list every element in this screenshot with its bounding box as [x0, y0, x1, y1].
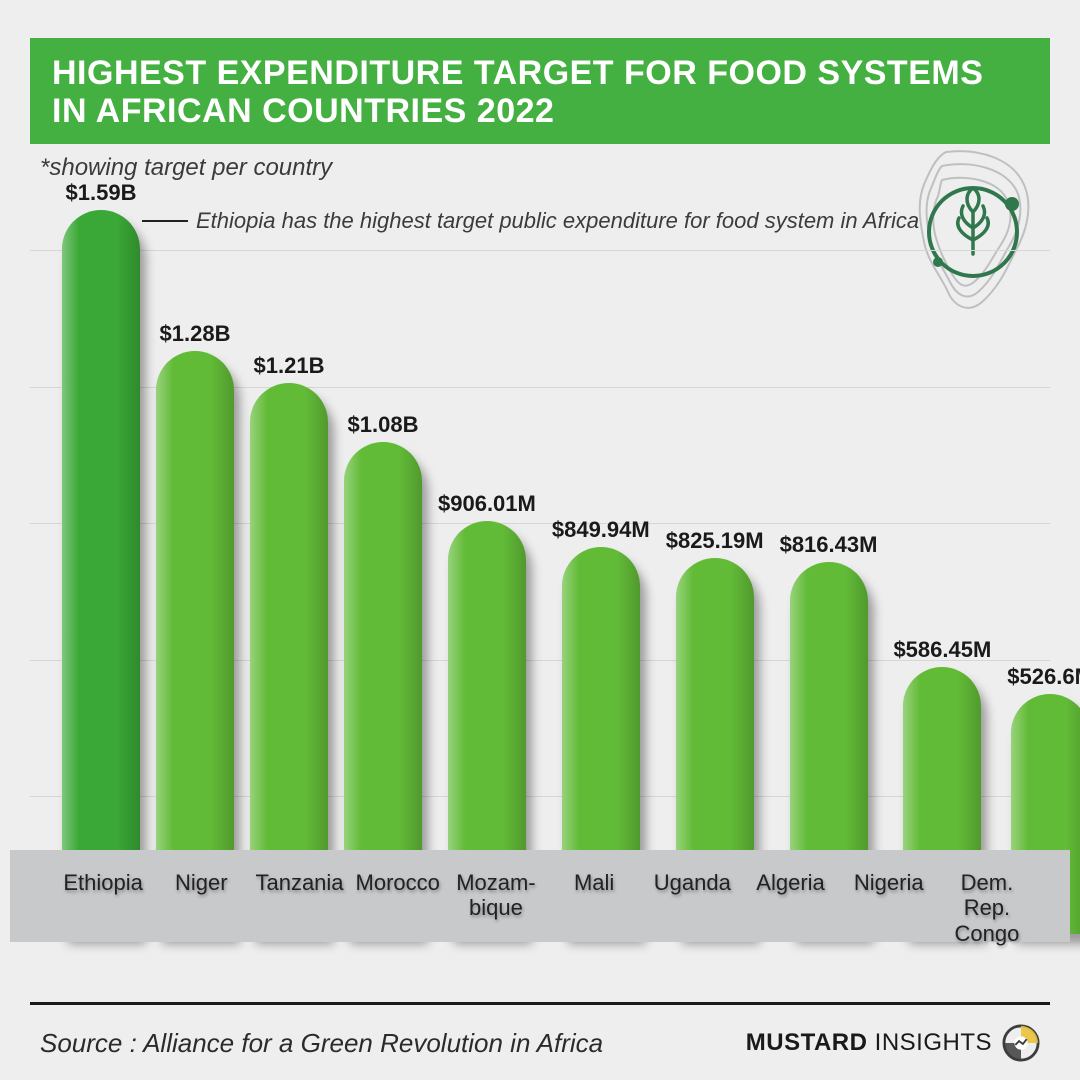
bars-container: $1.59B$1.28B$1.21B$1.08B$906.01M$849.94M… — [30, 210, 1050, 934]
brand-strong: MUSTARD — [746, 1029, 868, 1056]
x-axis-label: Tanzania — [250, 856, 348, 942]
value-label: $1.59B — [66, 180, 137, 206]
annotation-text: Ethiopia has the highest target public e… — [196, 208, 919, 234]
bar-group: $1.21B — [250, 353, 328, 934]
value-label: $816.43M — [780, 532, 878, 558]
bar-chart: $1.59B$1.28B$1.21B$1.08B$906.01M$849.94M… — [30, 210, 1050, 934]
source-label: Source : Alliance for a Green Revolution… — [40, 1028, 603, 1059]
title-bar: HIGHEST EXPENDITURE TARGET FOR FOOD SYST… — [30, 38, 1050, 144]
x-axis-label: Dem. Rep.Congo — [938, 856, 1036, 942]
brand: MUSTARD INSIGHTS — [746, 1024, 1040, 1062]
bar — [62, 210, 140, 934]
bar-group: $1.59B — [62, 180, 140, 934]
value-label: $825.19M — [666, 528, 764, 554]
brand-text: MUSTARD INSIGHTS — [746, 1029, 992, 1057]
annotation-connector — [142, 220, 188, 222]
x-axis-label: Niger — [152, 856, 250, 942]
value-label: $1.08B — [348, 412, 419, 438]
x-axis-label: Uganda — [643, 856, 741, 942]
value-label: $526.6M — [1007, 664, 1080, 690]
footer-rule — [30, 1002, 1050, 1005]
x-axis-label: Mali — [545, 856, 643, 942]
x-axis-band: EthiopiaNigerTanzaniaMoroccoMozam-biqueM… — [10, 850, 1070, 942]
x-axis-label: Ethiopia — [54, 856, 152, 942]
subtitle: *showing target per country — [40, 154, 332, 182]
value-label: $906.01M — [438, 491, 536, 517]
bar-group: $1.28B — [156, 321, 234, 934]
x-axis-label: Algeria — [741, 856, 839, 942]
bar — [156, 351, 234, 934]
brand-logo-icon — [1002, 1024, 1040, 1062]
x-axis-label: Morocco — [349, 856, 447, 942]
infographic-canvas: HIGHEST EXPENDITURE TARGET FOR FOOD SYST… — [0, 0, 1080, 1080]
value-label: $586.45M — [893, 637, 991, 663]
title-text: HIGHEST EXPENDITURE TARGET FOR FOOD SYST… — [52, 54, 983, 130]
value-label: $1.21B — [254, 353, 325, 379]
brand-light: INSIGHTS — [867, 1029, 992, 1056]
x-axis-label: Mozam-bique — [447, 856, 545, 942]
value-label: $849.94M — [552, 517, 650, 543]
x-axis-label: Nigeria — [840, 856, 938, 942]
lead-annotation: Ethiopia has the highest target public e… — [142, 208, 940, 234]
value-label: $1.28B — [160, 321, 231, 347]
